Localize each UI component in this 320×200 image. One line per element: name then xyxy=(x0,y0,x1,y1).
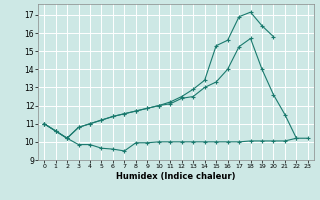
X-axis label: Humidex (Indice chaleur): Humidex (Indice chaleur) xyxy=(116,172,236,181)
